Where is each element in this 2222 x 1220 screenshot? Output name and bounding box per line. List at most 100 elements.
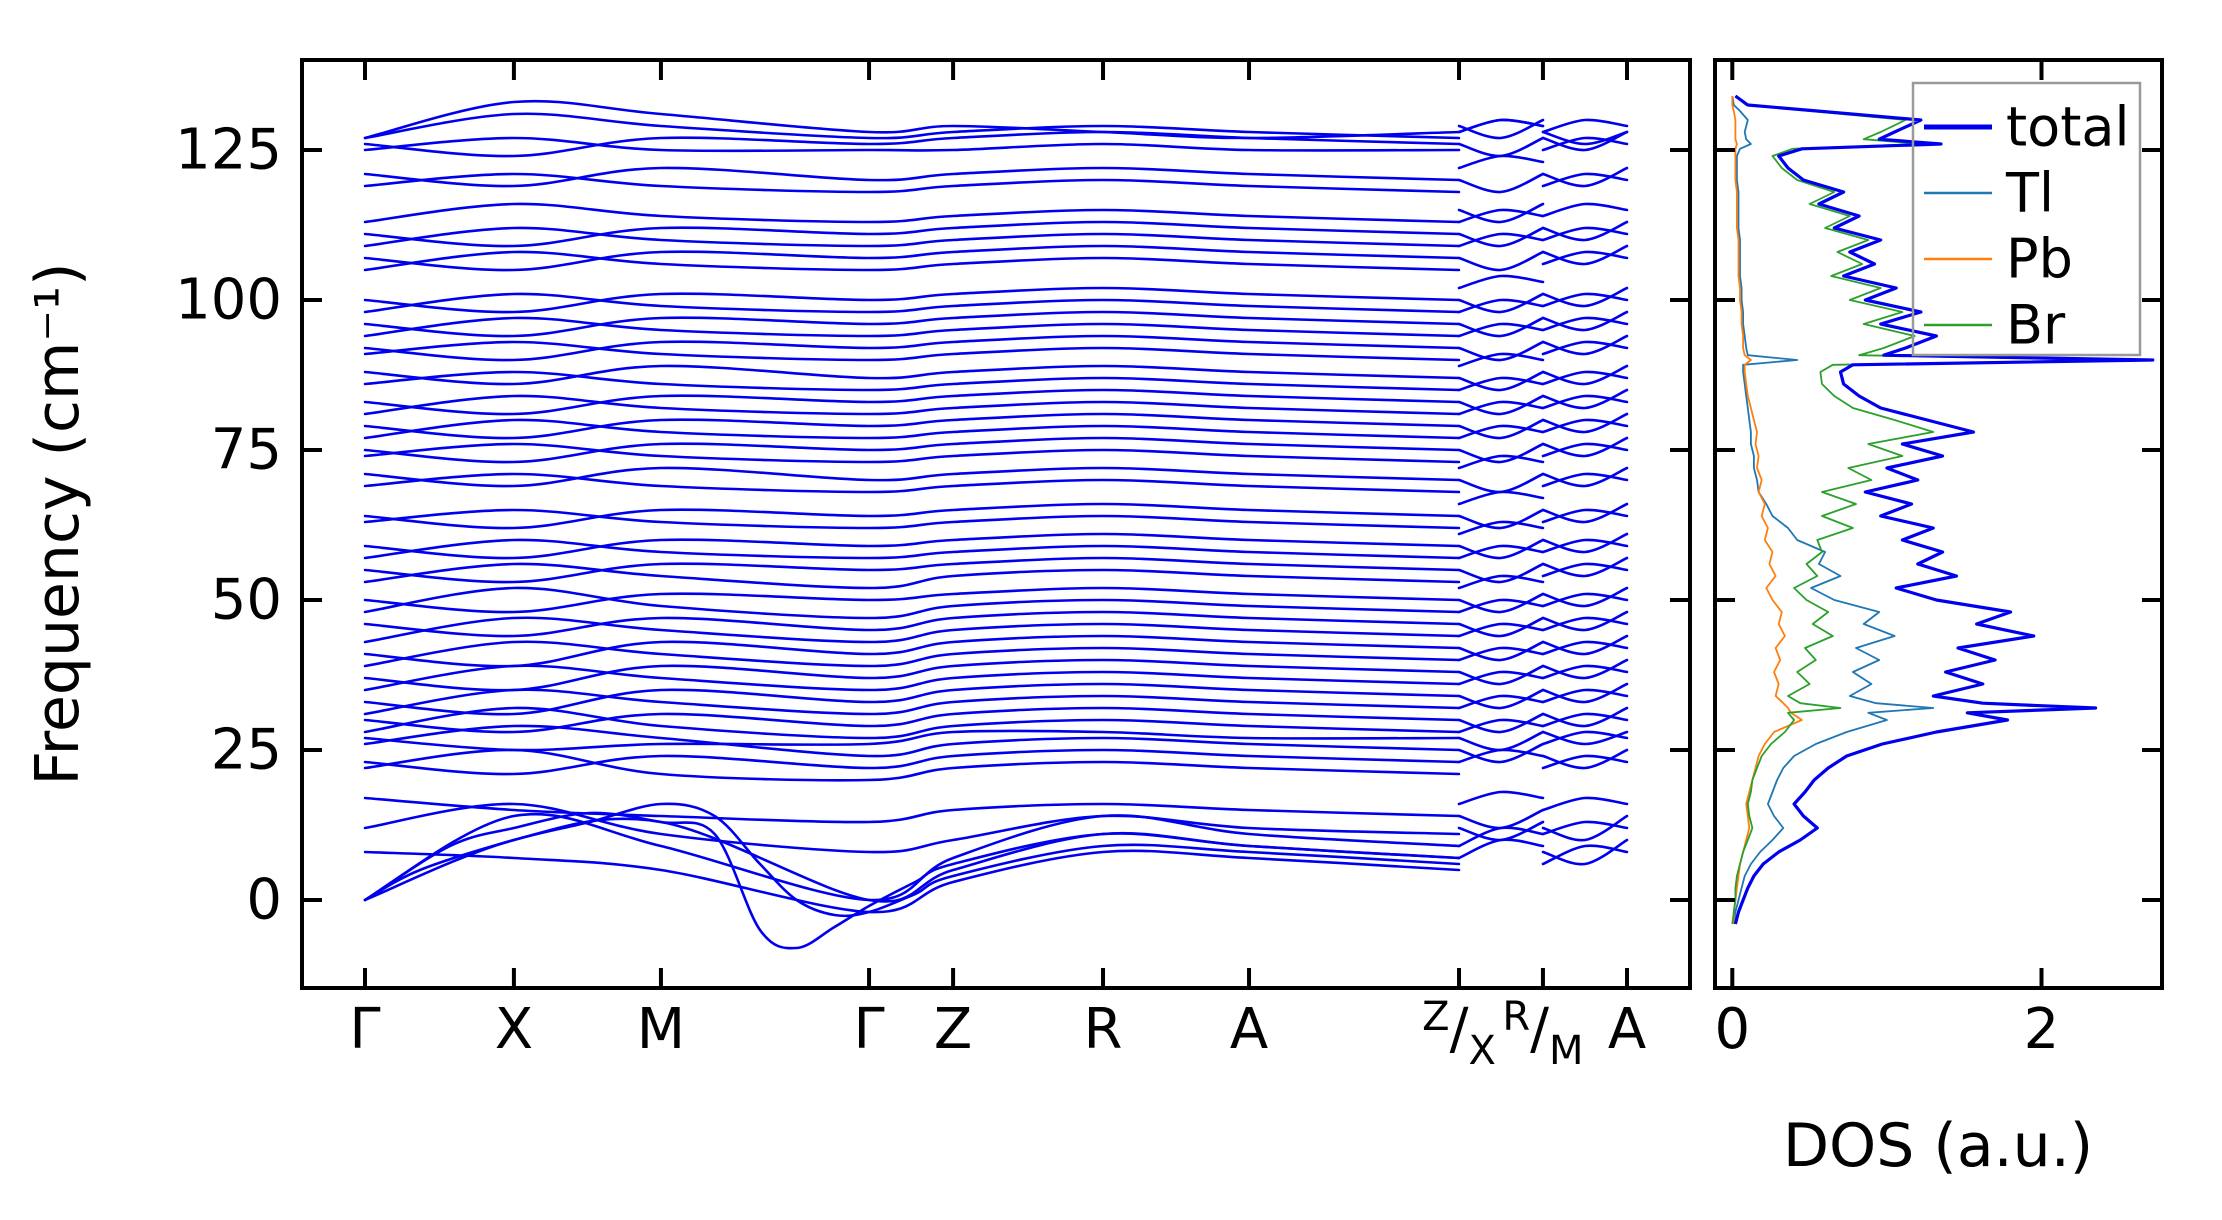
- band-line: [1457, 718, 1545, 734]
- band-line: [1457, 442, 1545, 464]
- band-line: [1457, 646, 1545, 662]
- k-point-label: A: [1230, 997, 1268, 1062]
- band-line: [1457, 598, 1545, 614]
- band-line-soft-mode: [363, 811, 1461, 950]
- band-line: [363, 586, 1461, 614]
- band-line: [1457, 154, 1545, 170]
- axes-frames: [300, 58, 2164, 990]
- band-line: [1541, 688, 1629, 704]
- band-line: [1457, 742, 1545, 764]
- band-line: [1541, 334, 1629, 356]
- k-point-label-slash: /: [1530, 997, 1549, 1062]
- band-line: [1541, 292, 1629, 308]
- band-line: [1541, 616, 1629, 632]
- band-line: [363, 316, 1461, 338]
- band-line: [363, 508, 1461, 530]
- band-line: [363, 418, 1461, 440]
- band-line: [363, 436, 1461, 464]
- band-line: [363, 136, 1461, 153]
- band-line: [1457, 490, 1545, 506]
- band-line: [363, 334, 1461, 362]
- legend-label-Tl: Tl: [2005, 162, 2054, 225]
- band-line: [1457, 376, 1545, 392]
- dos-line-Pb: [1731, 96, 1803, 924]
- band-line: [363, 532, 1461, 560]
- band-line: [1541, 340, 1629, 356]
- band-line: [1541, 442, 1629, 458]
- band-line: [363, 556, 1461, 584]
- k-point-label-sup: Z: [1422, 994, 1449, 1040]
- legend-label-Pb: Pb: [2006, 228, 2073, 291]
- dos-curves: [1731, 94, 2155, 925]
- band-line: [363, 724, 1461, 758]
- band-line: [1541, 244, 1629, 266]
- band-line: [1457, 454, 1545, 470]
- band-line: [1457, 226, 1545, 248]
- band-line: [363, 340, 1461, 362]
- band-line: [1541, 508, 1629, 524]
- band-line: [363, 796, 1461, 824]
- y-tick-label: 75: [211, 418, 282, 483]
- band-line: [363, 412, 1461, 440]
- band-line: [1541, 226, 1629, 242]
- band-line: [363, 802, 1461, 854]
- band-line: [1457, 250, 1545, 272]
- dos-axes-frame: [1713, 58, 2164, 990]
- band-line: [363, 538, 1461, 560]
- band-line: [1457, 538, 1545, 560]
- band-line: [1541, 118, 1629, 134]
- band-line: [363, 226, 1461, 248]
- dos-tick-label: 2: [2024, 997, 2060, 1062]
- band-line: [1541, 166, 1629, 188]
- band-line: [1457, 316, 1545, 338]
- band-line: [1541, 796, 1629, 812]
- band-line: [1457, 712, 1545, 734]
- k-point-label: A: [1608, 997, 1646, 1062]
- band-line: [1541, 538, 1629, 554]
- band-line: [363, 634, 1461, 668]
- band-line: [1541, 436, 1629, 458]
- band-line: [1541, 682, 1629, 704]
- y-tick-label: 125: [175, 118, 282, 183]
- k-point-label: R: [1084, 997, 1123, 1062]
- y-tick-label: 50: [211, 568, 282, 633]
- dos-axis-label: DOS (a.u.): [1783, 1111, 2093, 1181]
- band-line: [363, 250, 1461, 272]
- band-line: [363, 610, 1461, 638]
- band-line: [363, 812, 1461, 902]
- band-line: [1457, 232, 1545, 248]
- band-line: [363, 172, 1461, 194]
- legend-box: [1911, 81, 2142, 357]
- band-line: [1541, 502, 1629, 524]
- band-line: [1541, 814, 1629, 842]
- band-line: [1457, 340, 1545, 362]
- band-line: [363, 466, 1461, 488]
- legend-label-total: total: [2006, 96, 2129, 159]
- band-line: [1457, 118, 1545, 134]
- band-line: [1541, 394, 1629, 410]
- band-line: [1541, 730, 1629, 746]
- band-line: [1457, 202, 1545, 224]
- band-line: [363, 640, 1461, 668]
- band-line: [1457, 424, 1545, 440]
- band-line: [363, 706, 1461, 740]
- band-line: [363, 616, 1461, 644]
- band-line: [1457, 664, 1545, 686]
- band-line: [363, 394, 1461, 416]
- band-line: [1541, 136, 1629, 152]
- band-line: [1541, 316, 1629, 332]
- band-line: [1457, 544, 1545, 560]
- band-line: [363, 202, 1461, 224]
- band-line: [1457, 508, 1545, 530]
- band-line: [1541, 202, 1629, 218]
- band-line: [1457, 616, 1545, 638]
- band-line: [1541, 310, 1629, 332]
- band-line: [1541, 586, 1629, 608]
- band-line: [363, 388, 1461, 416]
- band-line: [1541, 172, 1629, 188]
- k-point-label: R/M: [1502, 994, 1583, 1074]
- band-line: [1541, 610, 1629, 632]
- y-tick-label: 0: [246, 868, 282, 933]
- band-line: [1541, 706, 1629, 728]
